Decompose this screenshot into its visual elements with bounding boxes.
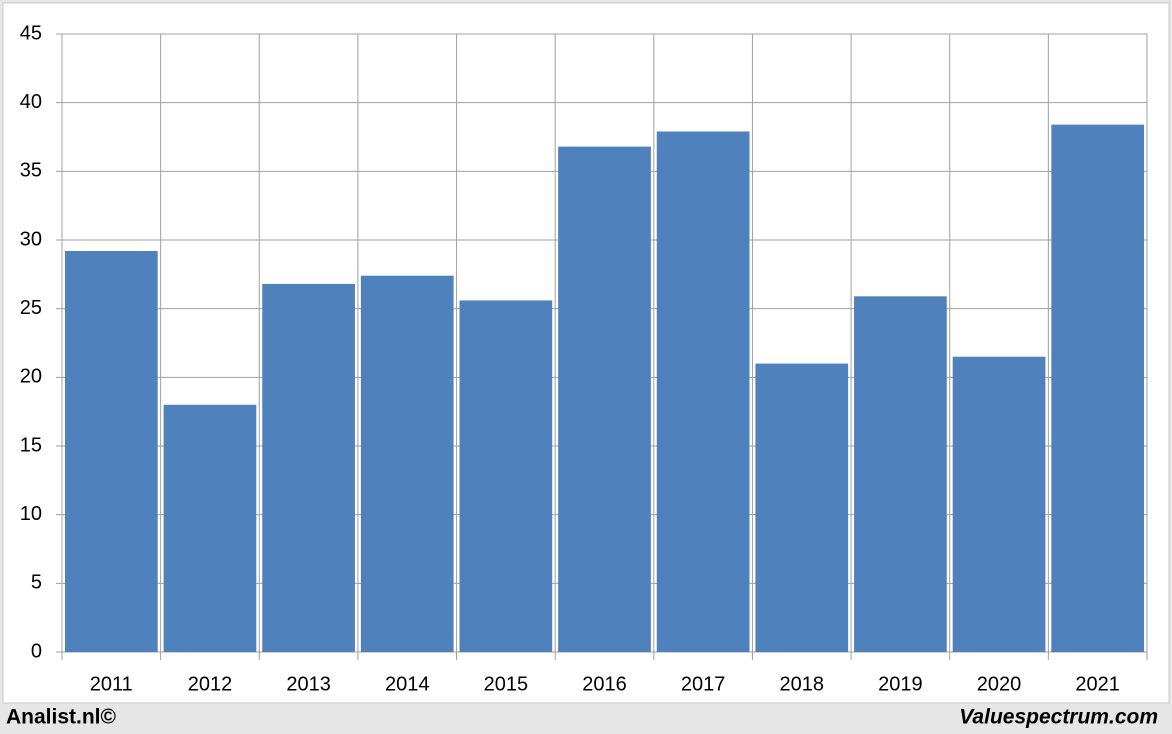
x-tick-label: 2012 bbox=[188, 673, 233, 695]
y-tick-label: 10 bbox=[20, 503, 42, 525]
bar bbox=[1051, 124, 1145, 652]
source: Analist.nl© bbox=[6, 706, 117, 729]
x-tick-label: 2016 bbox=[582, 673, 627, 695]
x-tick-label: 2020 bbox=[977, 673, 1022, 695]
y-tick-label: 45 bbox=[20, 22, 42, 44]
x-tick-label: 2019 bbox=[878, 673, 923, 695]
y-tick-label: 35 bbox=[20, 160, 42, 182]
x-tick-label: 2015 bbox=[484, 673, 529, 695]
bar bbox=[755, 363, 849, 652]
x-tick-label: 2013 bbox=[286, 673, 331, 695]
bar bbox=[360, 275, 454, 652]
y-tick-label: 20 bbox=[20, 366, 42, 388]
bar bbox=[952, 356, 1046, 652]
y-tick-label: 40 bbox=[20, 91, 42, 113]
x-tick-label: 2011 bbox=[90, 673, 133, 695]
watermark: Valuespectrum.com bbox=[959, 706, 1158, 729]
bar bbox=[656, 131, 750, 653]
y-tick-label: 30 bbox=[20, 228, 42, 250]
bar bbox=[64, 250, 158, 652]
bar bbox=[459, 300, 553, 652]
bar bbox=[558, 146, 651, 652]
y-tick-label: 25 bbox=[20, 297, 42, 319]
x-tick-label: 2018 bbox=[780, 673, 825, 695]
x-tick-label: 2021 bbox=[1075, 673, 1120, 695]
x-tick-label: 2014 bbox=[385, 673, 430, 695]
bar bbox=[262, 283, 355, 652]
y-tick-label: 15 bbox=[20, 434, 42, 456]
x-tick-label: 2017 bbox=[681, 673, 726, 695]
bar bbox=[163, 404, 257, 652]
bar bbox=[854, 296, 947, 652]
y-tick-label: 0 bbox=[31, 640, 42, 662]
y-tick-label: 5 bbox=[31, 572, 42, 594]
